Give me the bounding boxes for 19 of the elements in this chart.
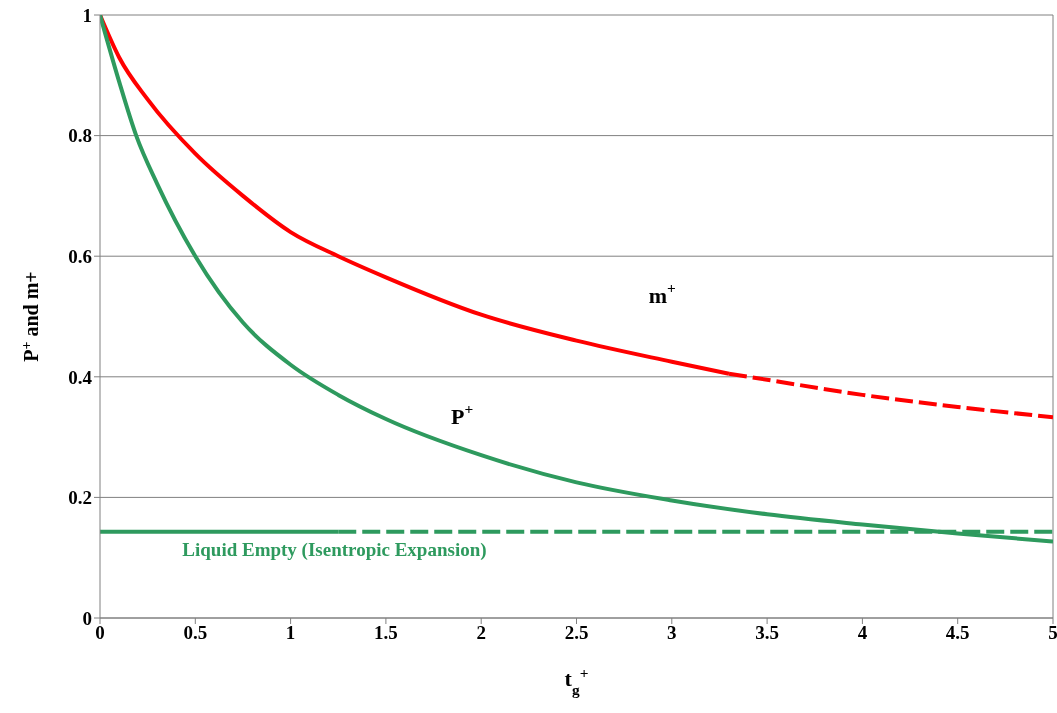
x-tick-label: 2.5 (564, 622, 589, 644)
y-tick-label: 0.8 (68, 125, 92, 147)
x-tick-label: 4.5 (945, 622, 970, 644)
annotation: Liquid Empty (Isentropic Expansion) (182, 539, 487, 562)
y-tick-label: 1 (82, 4, 92, 26)
x-tick-label: 1.5 (374, 622, 398, 644)
x-tick-label: 5 (1048, 622, 1057, 644)
y-tick-label: 0.4 (68, 366, 93, 388)
x-tick-label: 2 (476, 622, 486, 644)
annotation: P$^{+}$ (451, 400, 474, 430)
x-tick-label: 4 (857, 622, 868, 644)
y-tick-label: 0 (82, 607, 92, 629)
y-tick-label: 0.6 (68, 245, 92, 267)
x-tick-label: 1 (285, 622, 296, 644)
x-tick-label: 3.5 (755, 622, 779, 644)
annotation: m$^{+}$ (648, 279, 676, 309)
y-tick-label: 0.2 (68, 487, 92, 509)
x-tick-label: 0.5 (183, 622, 208, 644)
x-tick-label: 3 (667, 622, 677, 644)
